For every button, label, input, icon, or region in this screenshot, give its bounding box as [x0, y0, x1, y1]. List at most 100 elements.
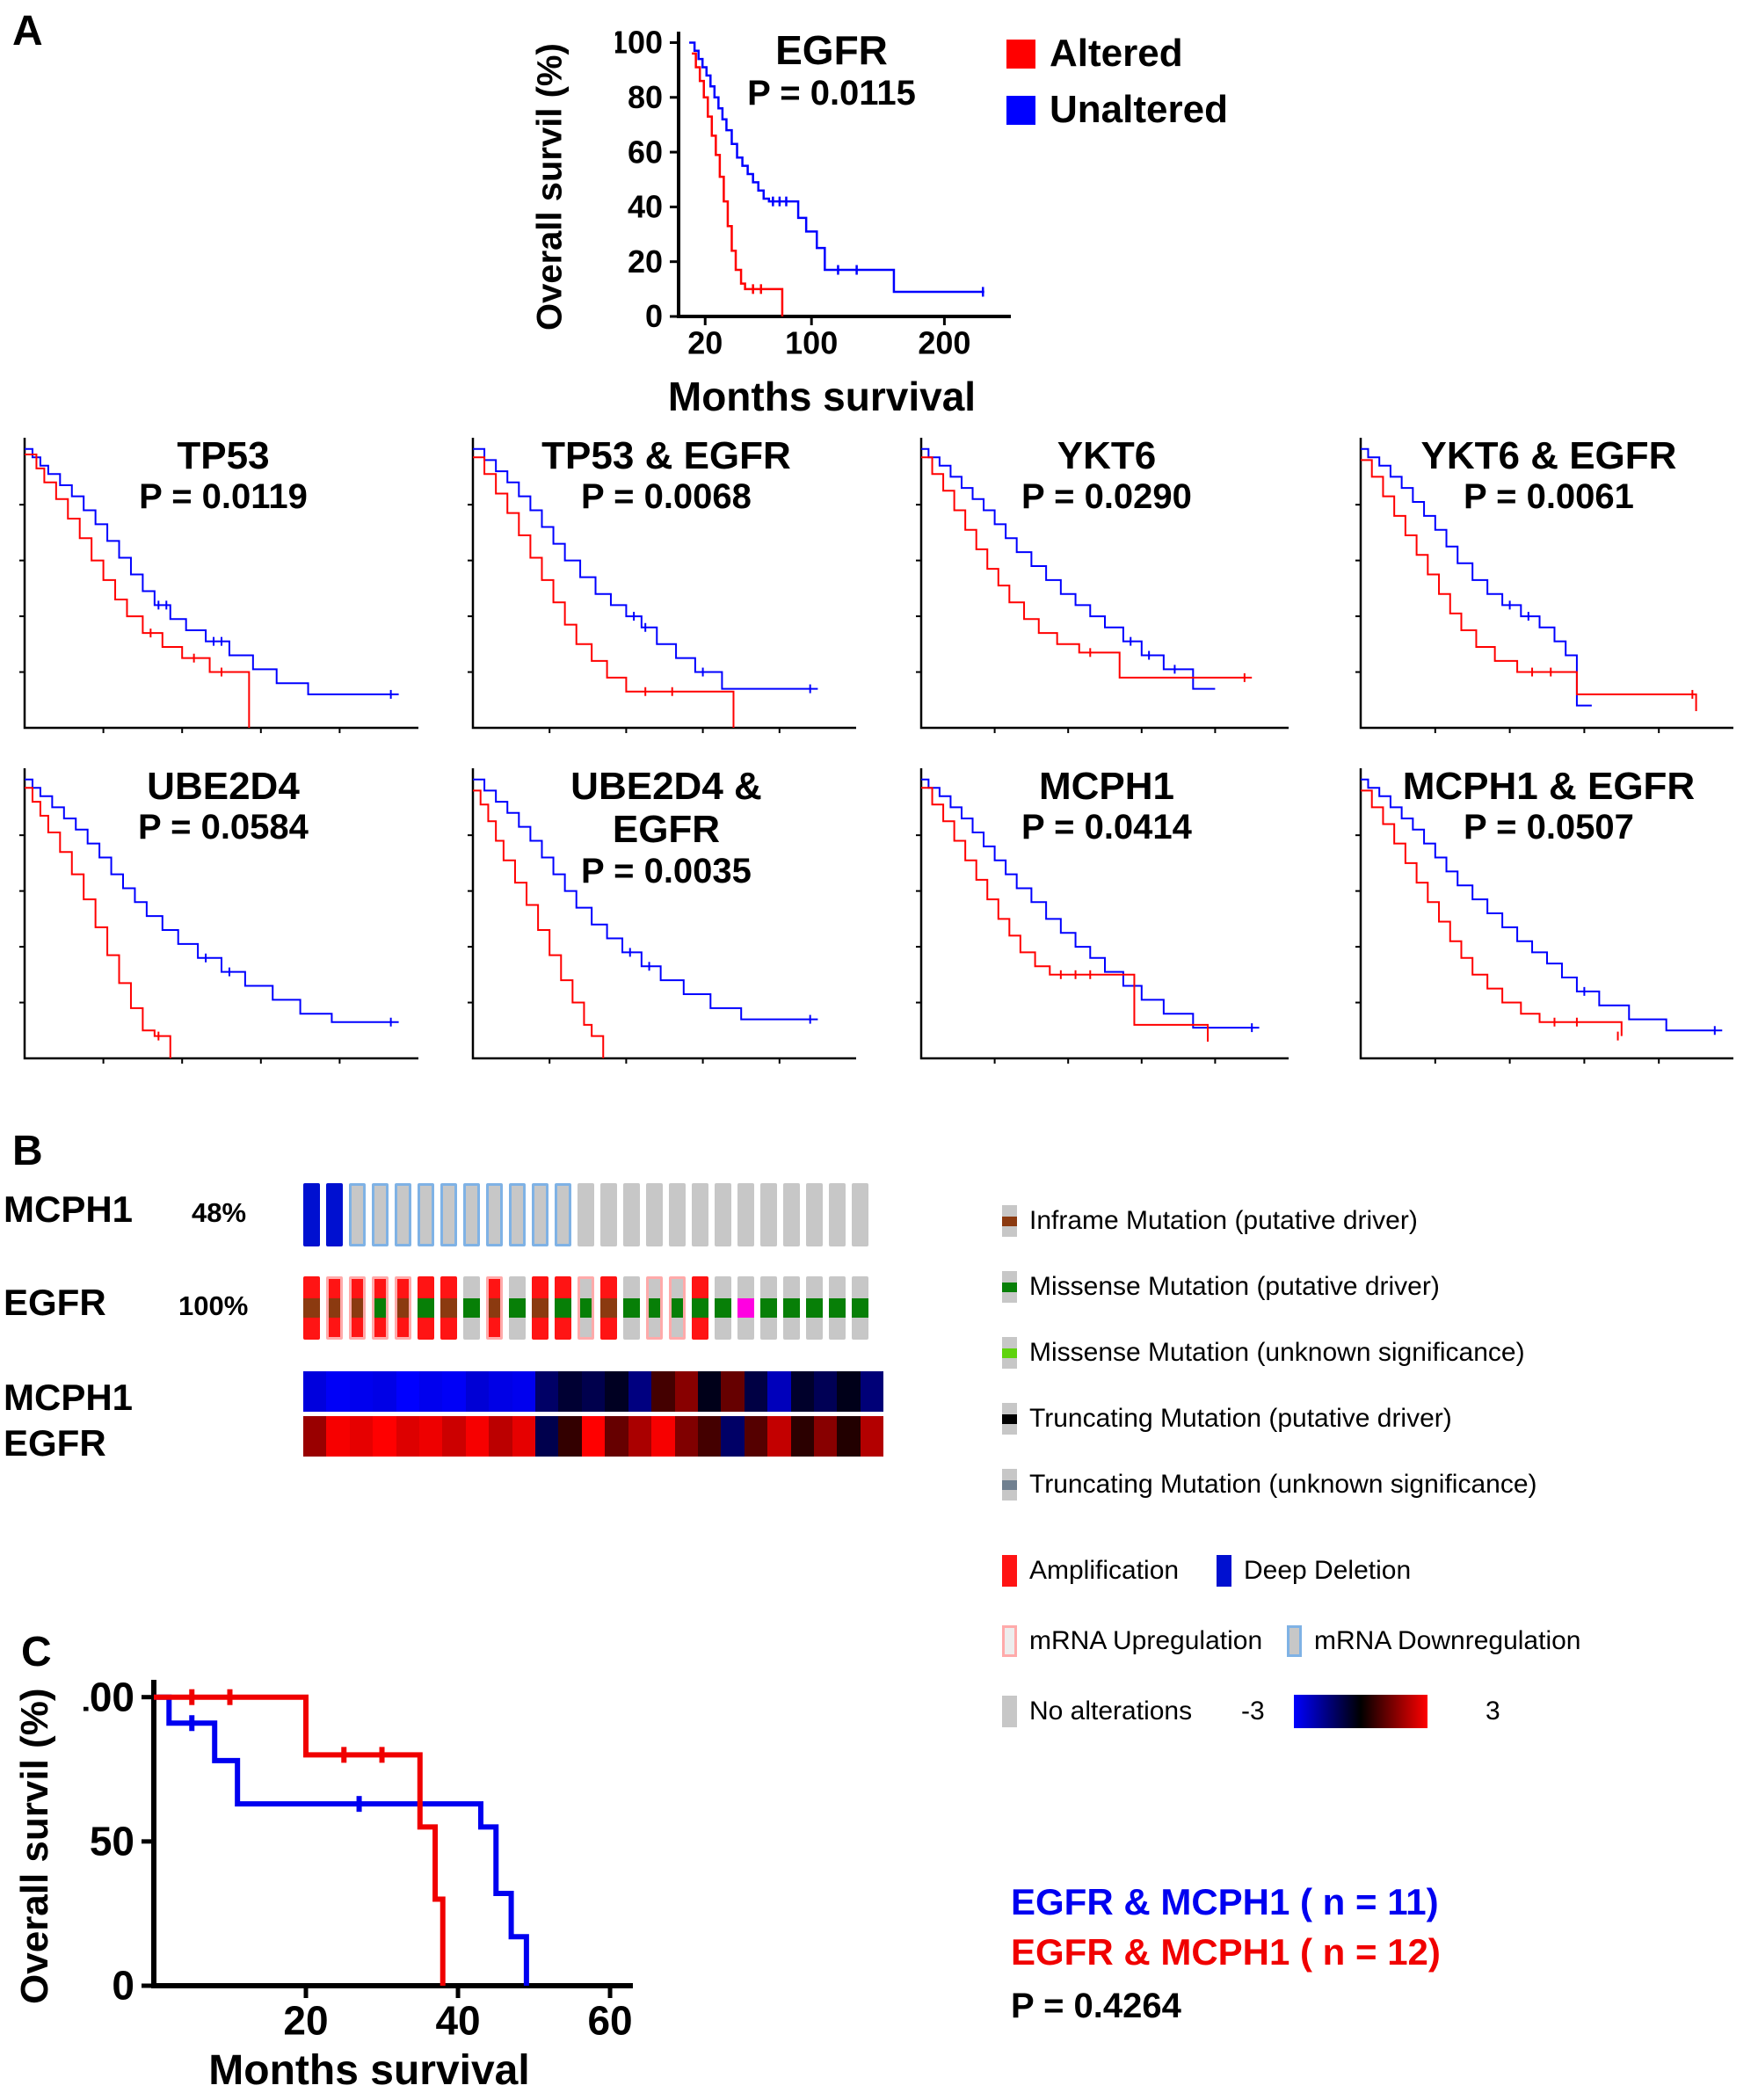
oncoprint-sample-column	[395, 1276, 411, 1340]
mcph1-title-text: MCPH1	[1038, 765, 1174, 808]
heatmap-cell	[813, 1371, 838, 1412]
combo-chart-xlabel: Months survival	[208, 2047, 530, 2094]
oncoprint-sample-column	[418, 1276, 434, 1340]
oncoprint-sample-column	[509, 1276, 526, 1340]
heatmap-cell	[581, 1371, 606, 1412]
heatmap-cell	[512, 1416, 536, 1457]
heatmap-scale-gradient	[1294, 1695, 1427, 1728]
legend-row-scale: No alterations -3 3	[1002, 1693, 1749, 1730]
egfr-heatmap-gene-label: EGFR	[4, 1422, 106, 1464]
top-chart-xlabel: Months survival	[667, 374, 977, 419]
mutation-glyph	[672, 1298, 683, 1318]
tp53-egfr-title-text: TP53 & EGFR	[541, 434, 791, 477]
mutation-glyph	[852, 1298, 868, 1318]
ykt6-chart-title: YKT6 P = 0.0290	[959, 434, 1254, 517]
mutation-glyph	[806, 1298, 823, 1318]
oncoprint-sample-column	[646, 1183, 663, 1246]
ube2d4-pvalue: P = 0.0584	[138, 808, 309, 847]
oncoprint-sample-column	[669, 1276, 686, 1340]
unaltered-swatch	[1006, 95, 1035, 125]
oncoprint-sample-column	[349, 1276, 366, 1340]
mutation-glyph	[463, 1298, 480, 1318]
heatmap-cell	[535, 1416, 559, 1457]
missense-vus-label: Missense Mutation (unknown significance)	[1029, 1338, 1525, 1367]
tp53-pvalue: P = 0.0119	[139, 477, 308, 517]
heatmap-cell	[697, 1371, 722, 1412]
mutation-glyph	[303, 1298, 320, 1318]
svg-text:20: 20	[628, 243, 663, 280]
combo-chart-ylabel: Overall survil (%)	[13, 1688, 56, 2004]
heatmap-cell	[326, 1416, 350, 1457]
heatmap-cell	[721, 1416, 745, 1457]
heatmap-cell	[674, 1416, 698, 1457]
heatmap-cell	[442, 1371, 466, 1412]
truncating-vus-swatch	[1002, 1469, 1017, 1501]
egfr-oncoprint-track	[303, 1276, 883, 1340]
missense-mutation-swatch	[1002, 1271, 1017, 1303]
mutation-glyph	[580, 1298, 592, 1318]
heatmap-cell	[813, 1416, 838, 1457]
ykt6-survival-chart: YKT6 P = 0.0290	[912, 432, 1301, 738]
ube2d4-egfr-chart-title: UBE2D4 & EGFR P = 0.0035	[512, 765, 820, 890]
ube2d4-egfr-survival-chart: UBE2D4 & EGFR P = 0.0035	[464, 763, 868, 1069]
mutation-glyph	[555, 1298, 571, 1318]
legend-row-missense: Missense Mutation (putative driver)	[1002, 1268, 1749, 1305]
heatmap-cell	[512, 1371, 536, 1412]
heatmap-cell	[303, 1416, 327, 1457]
mutation-glyph	[760, 1298, 777, 1318]
combo-legend-blue: EGFR & MCPH1 ( n = 11)	[1011, 1881, 1439, 1922]
panel-a-label: A	[12, 8, 43, 54]
heatmap-cell	[373, 1416, 396, 1457]
oncoprint-sample-column	[555, 1276, 571, 1340]
svg-text:20: 20	[283, 1997, 328, 2043]
heatmap-cell	[396, 1371, 420, 1412]
oncoprint-sample-column	[463, 1183, 480, 1246]
mutation-glyph	[397, 1298, 409, 1318]
egfr-chart-title: EGFR P = 0.0115	[700, 27, 963, 113]
ykt6-egfr-pvalue: P = 0.0061	[1464, 477, 1634, 517]
ube2d4-survival-chart: UBE2D4 P = 0.0584	[16, 763, 431, 1069]
heatmap-cell	[860, 1416, 884, 1457]
legend-row-mrna: mRNA Upregulation mRNA Downregulation	[1002, 1623, 1749, 1660]
survival-legend: Altered Unaltered	[1006, 32, 1228, 144]
heatmap-cell	[349, 1416, 374, 1457]
heatmap-cell	[605, 1371, 628, 1412]
mcph1-egfr-chart-title: MCPH1 & EGFR P = 0.0507	[1399, 765, 1698, 847]
svg-text:40: 40	[435, 1997, 480, 2043]
svg-text:100: 100	[615, 25, 663, 61]
heatmap-scale-max: 3	[1486, 1697, 1500, 1726]
tp53-title-text: TP53	[177, 434, 270, 477]
oncoprint-sample-column	[349, 1183, 366, 1246]
heatmap-cell	[651, 1371, 675, 1412]
oncoprint-sample-column	[303, 1183, 320, 1246]
missense-vus-swatch	[1002, 1337, 1017, 1369]
heatmap-cell	[628, 1371, 652, 1412]
oncoprint-sample-column	[760, 1183, 777, 1246]
oncoprint-sample-column	[783, 1276, 800, 1340]
legend-row-truncating-vus: Truncating Mutation (unknown significanc…	[1002, 1466, 1749, 1503]
egfr-chart-title-text: EGFR	[775, 27, 888, 73]
oncoprint-sample-column	[737, 1276, 754, 1340]
oncoprint-sample-column	[555, 1183, 571, 1246]
combo-legend-pvalue: P = 0.4264	[1011, 1987, 1181, 2026]
combo-legend: EGFR & MCPH1 ( n = 11) EGFR & MCPH1 ( n …	[1011, 1878, 1441, 2030]
heatmap-cell	[837, 1416, 861, 1457]
top-chart-ylabel: Overall survil (%)	[530, 43, 570, 331]
mutation-glyph	[692, 1298, 708, 1318]
oncoprint-sample-column	[669, 1183, 686, 1246]
heatmap-cell	[674, 1371, 698, 1412]
heatmap-cell	[326, 1371, 350, 1412]
oncoprint-sample-column	[418, 1183, 434, 1246]
mutation-glyph	[715, 1298, 731, 1318]
heatmap-cell	[558, 1371, 582, 1412]
oncoprint-sample-column	[760, 1276, 777, 1340]
heatmap-cell	[790, 1416, 814, 1457]
tp53-chart-title: TP53 P = 0.0119	[66, 434, 381, 517]
ube2d4-egfr-title-text: UBE2D4 & EGFR	[570, 765, 762, 852]
ube2d4-chart-title: UBE2D4 P = 0.0584	[66, 765, 381, 847]
legend-row-missense-vus: Missense Mutation (unknown significance)	[1002, 1334, 1749, 1371]
egfr-track-percent: 100%	[178, 1290, 249, 1321]
oncoprint-sample-column	[303, 1276, 320, 1340]
mutation-glyph	[829, 1298, 846, 1318]
oncoprint-sample-column	[372, 1183, 389, 1246]
